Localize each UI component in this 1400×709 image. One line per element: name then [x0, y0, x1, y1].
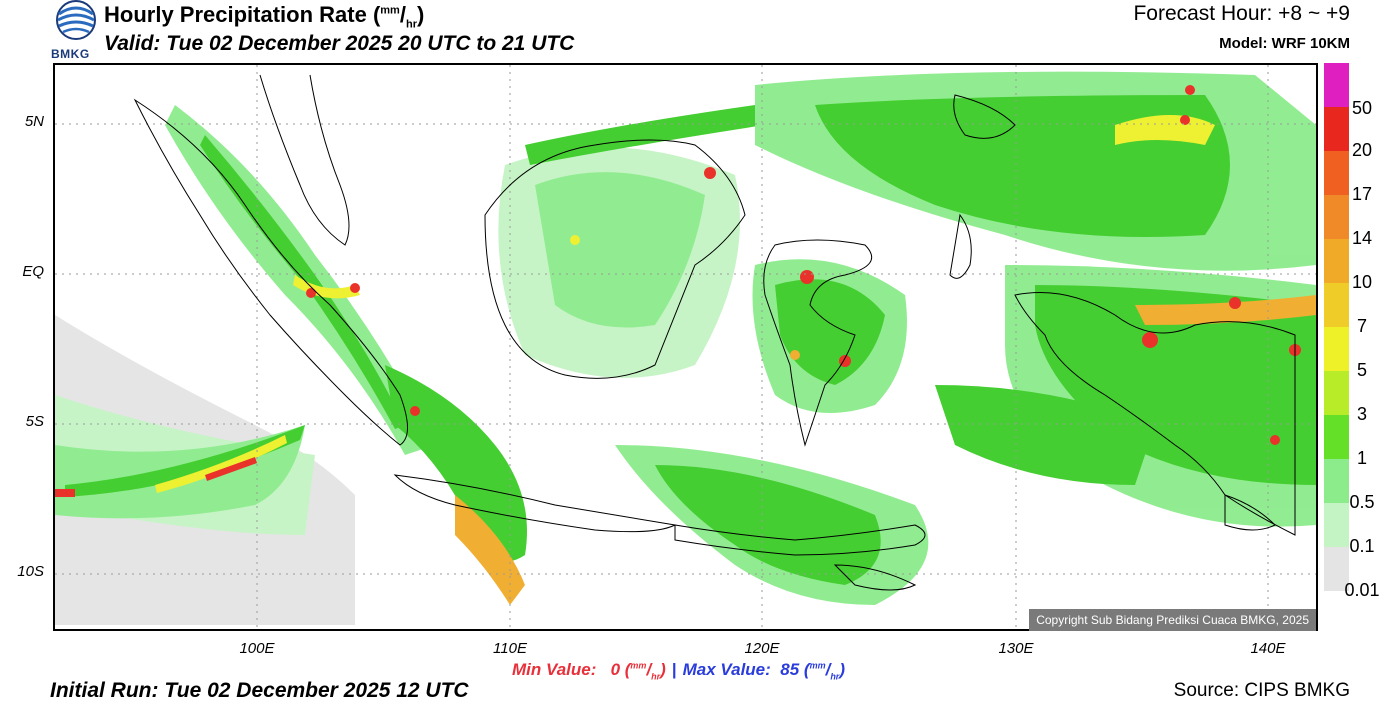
legend-label: 7 [1356, 316, 1367, 336]
value-separator: | [671, 660, 677, 679]
model-name: Model: WRF 10KM [1219, 35, 1350, 52]
chart-title: Hourly Precipitation Rate (mm/hr) [104, 2, 425, 31]
lon-label-120e: 120E [744, 640, 780, 657]
source-credit: Source: CIPS BMKG [1173, 680, 1350, 701]
valid-time: Valid: Tue 02 December 2025 20 UTC to 21… [104, 32, 575, 55]
colorbar-swatch [1324, 459, 1349, 503]
legend-label: 50 [1351, 98, 1373, 118]
precip-colorbar [1324, 63, 1349, 591]
lat-label-10s: 10S [17, 563, 44, 580]
copyright-note: Copyright Sub Bidang Prediksi Cuaca BMKG… [1029, 609, 1316, 631]
colorbar-swatch [1324, 371, 1349, 415]
colorbar-swatch [1324, 195, 1349, 239]
legend-label: 14 [1351, 228, 1373, 248]
colorbar-swatch [1324, 151, 1349, 195]
colorbar-swatch [1324, 63, 1349, 107]
colorbar-swatch [1324, 239, 1349, 283]
colorbar-swatch [1324, 327, 1349, 371]
lon-label-110e: 110E [493, 640, 527, 657]
lat-label-5n: 5N [24, 113, 44, 130]
precipitation-shading [55, 71, 1316, 625]
legend-label: 0.5 [1349, 492, 1375, 512]
forecast-hour: Forecast Hour: +8 ~ +9 [1133, 2, 1350, 25]
min-value: Min Value: 0 (mm/hr) [512, 660, 666, 682]
legend-label: 10 [1351, 272, 1373, 292]
legend-label: 0.1 [1349, 536, 1375, 556]
colorbar-swatch [1324, 547, 1349, 591]
precipitation-map [53, 63, 1318, 631]
legend-label: 3 [1356, 404, 1367, 424]
lat-lon-grid [55, 65, 1316, 629]
colorbar-swatch [1324, 283, 1349, 327]
initial-run: Initial Run: Tue 02 December 2025 12 UTC [50, 679, 469, 702]
bmkg-logo [51, 0, 101, 62]
legend-label: 0.01 [1344, 580, 1380, 600]
lat-label-eq: EQ [22, 263, 44, 280]
coastlines [133, 74, 1296, 591]
lon-label-140e: 140E [1250, 640, 1286, 657]
lat-label-5s: 5S [25, 413, 44, 430]
legend-label: 1 [1356, 448, 1367, 468]
max-value: Max Value: 85 (mm/hr) [682, 660, 845, 682]
min-max-values: Min Value: 0 (mm/hr) | Max Value: 85 (mm/h… [512, 660, 845, 681]
legend-label: 5 [1356, 360, 1367, 380]
colorbar-swatch [1324, 415, 1349, 459]
lon-label-100e: 100E [239, 640, 275, 657]
colorbar-swatch [1324, 503, 1349, 547]
lon-label-130e: 130E [998, 640, 1034, 657]
legend-label: 17 [1351, 184, 1373, 204]
legend-label: 20 [1351, 140, 1373, 160]
colorbar-swatch [1324, 107, 1349, 151]
logo-text: BMKG [51, 47, 90, 61]
